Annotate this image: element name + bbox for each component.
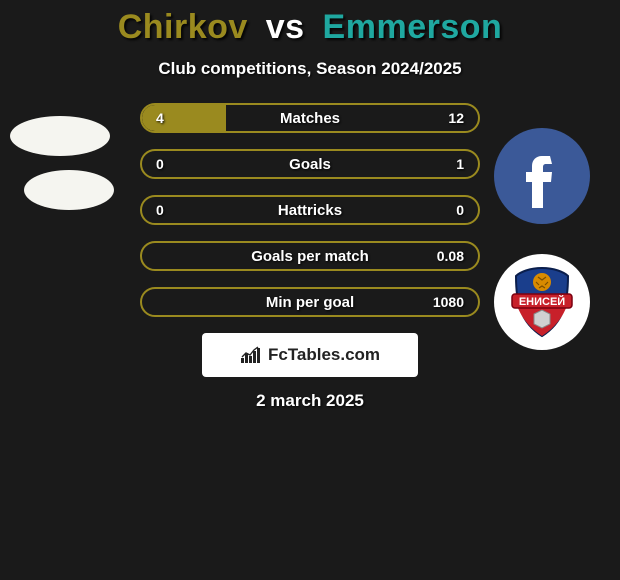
stat-left-value: 4 bbox=[142, 110, 212, 126]
stat-label: Matches bbox=[212, 110, 408, 127]
title-vs: vs bbox=[266, 8, 305, 46]
club-badge: ЕНИСЕЙ bbox=[494, 254, 590, 350]
facebook-icon bbox=[494, 128, 590, 224]
facebook-badge[interactable] bbox=[494, 128, 590, 224]
player1-avatar-secondary bbox=[24, 170, 114, 210]
title-player2: Emmerson bbox=[323, 8, 503, 46]
title-player1: Chirkov bbox=[118, 8, 248, 46]
stat-row-matches: 4 Matches 12 bbox=[140, 103, 480, 133]
club-name-text: ЕНИСЕЙ bbox=[519, 295, 565, 308]
stat-left-value: 0 bbox=[142, 202, 212, 218]
stat-right-value: 12 bbox=[408, 110, 478, 126]
brand-badge[interactable]: FcTables.com bbox=[202, 333, 418, 377]
stat-label: Min per goal bbox=[212, 294, 408, 311]
chart-icon bbox=[240, 346, 262, 364]
subtitle: Club competitions, Season 2024/2025 bbox=[0, 59, 620, 79]
brand-text: FcTables.com bbox=[268, 345, 380, 365]
date-text: 2 march 2025 bbox=[0, 391, 620, 411]
stat-row-goals: 0 Goals 1 bbox=[140, 149, 480, 179]
page-title: Chirkov vs Emmerson bbox=[0, 8, 620, 47]
stat-right-value: 0 bbox=[408, 202, 478, 218]
stat-row-goals-per-match: Goals per match 0.08 bbox=[140, 241, 480, 271]
stat-label: Goals per match bbox=[212, 248, 408, 265]
stat-left-value: 0 bbox=[142, 156, 212, 172]
stat-label: Hattricks bbox=[212, 202, 408, 219]
club-crest-icon: ЕНИСЕЙ bbox=[502, 262, 582, 342]
stat-row-min-per-goal: Min per goal 1080 bbox=[140, 287, 480, 317]
stat-right-value: 1 bbox=[408, 156, 478, 172]
stat-right-value: 1080 bbox=[408, 294, 478, 310]
stat-right-value: 0.08 bbox=[408, 248, 478, 264]
stats-table: 4 Matches 12 0 Goals 1 0 Hattricks 0 Goa… bbox=[140, 103, 480, 317]
stat-row-hattricks: 0 Hattricks 0 bbox=[140, 195, 480, 225]
stat-label: Goals bbox=[212, 156, 408, 173]
player1-avatar bbox=[10, 116, 110, 156]
